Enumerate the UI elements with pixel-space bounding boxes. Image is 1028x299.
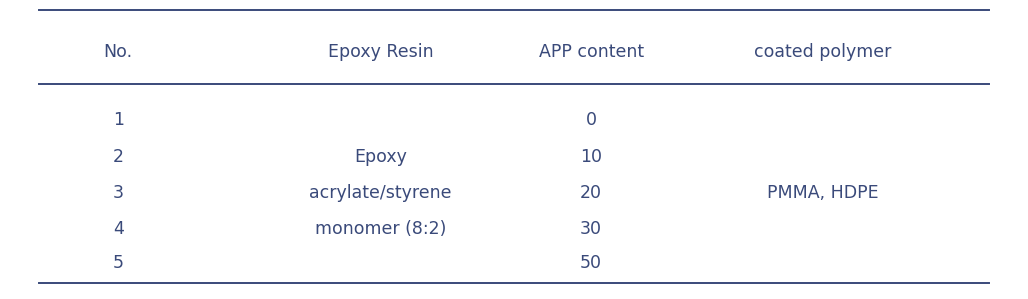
- Text: APP content: APP content: [539, 43, 644, 61]
- Text: 20: 20: [580, 184, 602, 202]
- Text: Epoxy Resin: Epoxy Resin: [328, 43, 433, 61]
- Text: coated polymer: coated polymer: [754, 43, 891, 61]
- Text: PMMA, HDPE: PMMA, HDPE: [767, 184, 878, 202]
- Text: 50: 50: [580, 254, 602, 272]
- Text: 3: 3: [113, 184, 123, 202]
- Text: 0: 0: [586, 111, 596, 129]
- Text: acrylate/styrene: acrylate/styrene: [309, 184, 451, 202]
- Text: 5: 5: [113, 254, 123, 272]
- Text: 1: 1: [113, 111, 123, 129]
- Text: 2: 2: [113, 148, 123, 166]
- Text: Epoxy: Epoxy: [354, 148, 407, 166]
- Text: monomer (8:2): monomer (8:2): [315, 220, 446, 238]
- Text: 30: 30: [580, 220, 602, 238]
- Text: No.: No.: [104, 43, 133, 61]
- Text: 10: 10: [580, 148, 602, 166]
- Text: 4: 4: [113, 220, 123, 238]
